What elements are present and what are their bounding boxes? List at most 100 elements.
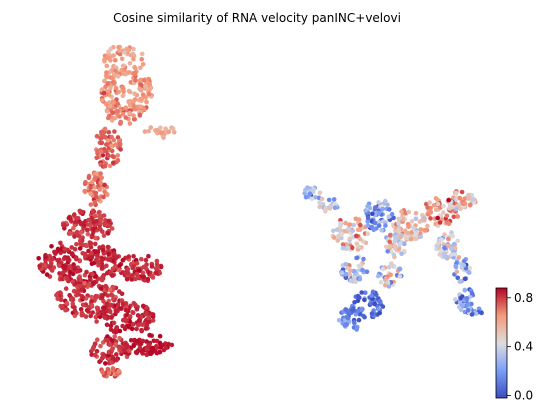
data-point [67, 293, 72, 298]
data-point [400, 217, 406, 223]
data-point [343, 307, 348, 312]
data-point [109, 143, 114, 149]
data-point [387, 207, 392, 212]
data-point [97, 226, 102, 232]
data-point [147, 81, 153, 87]
data-point [143, 257, 149, 263]
data-point [89, 299, 94, 304]
data-point [102, 126, 108, 132]
data-point [146, 269, 151, 275]
data-point [406, 209, 412, 215]
data-point [331, 197, 337, 202]
data-point [90, 272, 95, 277]
data-point [104, 322, 110, 328]
data-point [114, 352, 119, 357]
data-point [389, 211, 395, 217]
data-point [106, 153, 111, 158]
data-point [89, 255, 95, 260]
data-point [67, 264, 73, 269]
data-point [358, 236, 363, 242]
data-point [106, 115, 111, 121]
data-point [428, 209, 434, 215]
data-point [343, 275, 349, 281]
data-point [466, 193, 472, 199]
data-point [99, 132, 104, 137]
data-point [409, 230, 414, 235]
data-point [413, 232, 419, 238]
data-point [115, 157, 121, 163]
data-point [104, 70, 109, 75]
data-point [140, 62, 146, 67]
data-point [413, 216, 419, 221]
data-point [121, 71, 126, 76]
data-point [105, 138, 111, 143]
data-point [131, 322, 136, 327]
data-point [347, 222, 353, 227]
data-point [97, 187, 102, 192]
data-point [154, 345, 160, 351]
data-point [337, 224, 343, 230]
data-point [428, 216, 433, 221]
data-point [114, 254, 120, 259]
data-point [465, 308, 471, 313]
data-point [144, 311, 149, 316]
data-point [384, 244, 389, 250]
data-point [396, 227, 402, 232]
data-point [107, 303, 113, 308]
data-point [129, 326, 135, 332]
data-point [332, 205, 338, 211]
data-point [131, 56, 136, 62]
data-point [54, 292, 59, 298]
data-point [102, 58, 107, 64]
data-point [92, 341, 98, 347]
data-point [104, 74, 109, 80]
data-point [99, 140, 105, 146]
data-point [358, 263, 364, 268]
data-point [376, 223, 382, 228]
data-point [470, 197, 476, 203]
data-point [93, 314, 99, 320]
data-point [108, 323, 114, 329]
data-point [309, 196, 315, 202]
data-point [94, 348, 100, 354]
data-point [351, 320, 357, 325]
data-point [109, 360, 114, 365]
data-point [117, 263, 122, 268]
data-point [88, 313, 93, 319]
data-point [44, 272, 50, 277]
data-point [111, 160, 116, 166]
data-point [397, 266, 402, 272]
data-point [132, 71, 137, 76]
data-point [345, 265, 350, 271]
data-point [131, 103, 136, 108]
data-point [88, 242, 93, 247]
data-point [143, 94, 148, 100]
data-point [94, 133, 100, 139]
data-point [63, 286, 69, 291]
data-point [327, 206, 333, 211]
data-point [360, 267, 365, 273]
data-point [88, 191, 93, 196]
data-point [88, 202, 94, 207]
data-point [352, 300, 357, 305]
data-point [351, 222, 357, 228]
data-point [101, 354, 106, 360]
data-point [49, 261, 54, 266]
data-point [109, 315, 114, 320]
data-point [77, 274, 82, 279]
data-point [466, 302, 472, 307]
data-point [115, 74, 121, 79]
data-point [78, 277, 84, 283]
data-point [72, 282, 77, 287]
data-point [120, 341, 126, 346]
data-point [149, 273, 154, 279]
data-point [109, 347, 115, 352]
data-point [170, 126, 176, 131]
data-point [79, 310, 85, 316]
data-point [115, 101, 120, 106]
data-point [157, 333, 163, 339]
data-point [91, 220, 97, 225]
data-point [349, 245, 355, 250]
data-point [72, 308, 78, 314]
data-point [454, 206, 459, 212]
